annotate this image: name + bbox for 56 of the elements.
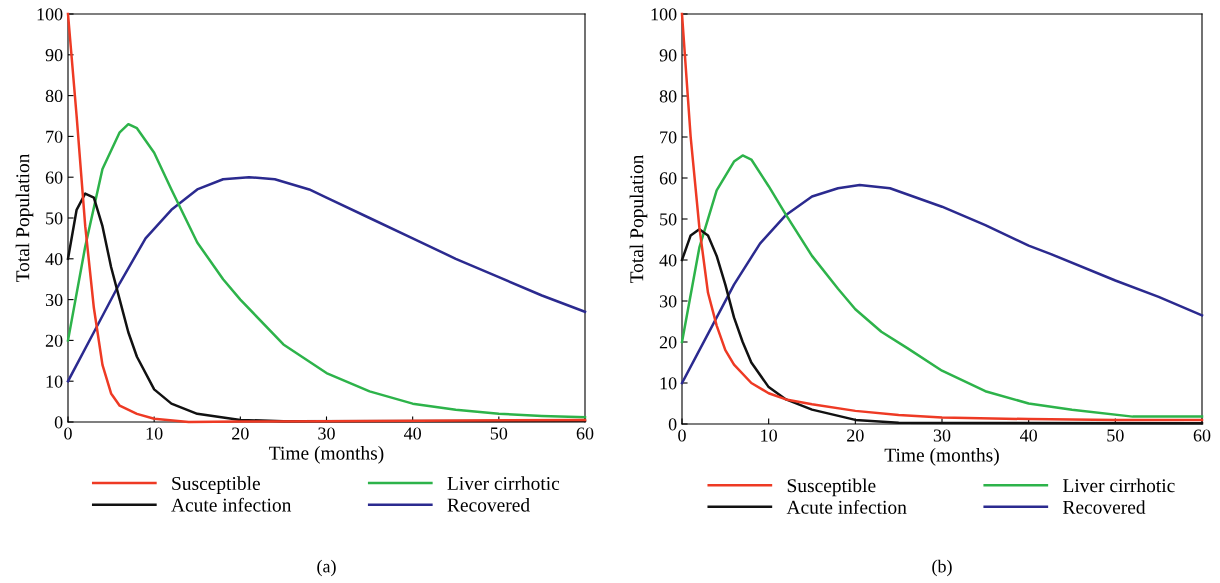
y-axis-title: Total Population (15, 153, 34, 283)
x-tick-label: 20 (232, 427, 249, 440)
y-tick-label: 0 (54, 416, 63, 429)
y-tick-label: 90 (45, 49, 63, 62)
legend-label: Liver cirrhotic (1063, 478, 1175, 493)
y-tick-label: 30 (659, 295, 677, 308)
y-tick-label: 40 (45, 253, 63, 266)
y-axis-title: Total Population (629, 154, 648, 284)
x-tick-label: 60 (1193, 429, 1211, 442)
x-tick-label: 50 (1107, 429, 1124, 442)
y-tick-label: 80 (45, 89, 63, 103)
x-tick-label: 0 (678, 429, 686, 442)
x-tick-label: 30 (318, 427, 335, 440)
line-series (680, 12, 1204, 422)
y-tick-label: 10 (660, 377, 677, 390)
x-tick-label: 10 (146, 427, 163, 440)
x-tick-label: 20 (847, 429, 864, 442)
x-axis-title: Time (months) (269, 446, 384, 464)
y-tick-label: 90 (659, 49, 677, 62)
y-tick-label: 50 (46, 212, 63, 225)
text: (a) (317, 559, 336, 577)
legend-label: Recovered (1063, 500, 1146, 514)
x-tick-label: 40 (403, 427, 422, 440)
y-tick-label: 0 (668, 418, 677, 431)
line-series (680, 154, 1204, 418)
line-series (66, 175, 587, 383)
y-tick-label: 20 (45, 334, 63, 347)
x-tick-label: 10 (761, 429, 778, 442)
x-tick-label: 30 (933, 429, 951, 442)
legend-label: Susceptible (172, 476, 260, 494)
y-tick-label: 10 (46, 375, 63, 388)
line-series (680, 183, 1204, 385)
y-tick-label: 40 (659, 254, 677, 267)
line-series (66, 122, 587, 419)
y-tick-label: 70 (660, 131, 677, 144)
y-tick-label: 30 (45, 293, 63, 307)
x-axis-title: Time (months) (884, 448, 999, 466)
legend-label: Acute infection (171, 497, 292, 512)
legend-label: Acute infection (786, 499, 907, 514)
y-tick-label: 50 (660, 213, 677, 226)
y-tick-label: 100 (37, 8, 63, 21)
y-tick-label: 60 (45, 171, 63, 184)
y-tick-label: 20 (659, 336, 677, 349)
y-tick-label: 60 (659, 172, 677, 185)
text: (b) (932, 559, 952, 577)
legend-label: Recovered (447, 497, 530, 512)
legend-label: Susceptible (787, 478, 876, 497)
line-series (66, 12, 587, 424)
x-tick-label: 50 (490, 427, 508, 440)
y-tick-label: 70 (46, 130, 63, 143)
legend-label: Liver cirrhotic (447, 476, 560, 491)
y-tick-label: 80 (659, 90, 677, 103)
x-tick-label: 0 (64, 427, 72, 440)
x-tick-label: 40 (1019, 429, 1038, 442)
y-tick-label: 100 (651, 8, 677, 21)
x-tick-label: 60 (576, 427, 594, 440)
